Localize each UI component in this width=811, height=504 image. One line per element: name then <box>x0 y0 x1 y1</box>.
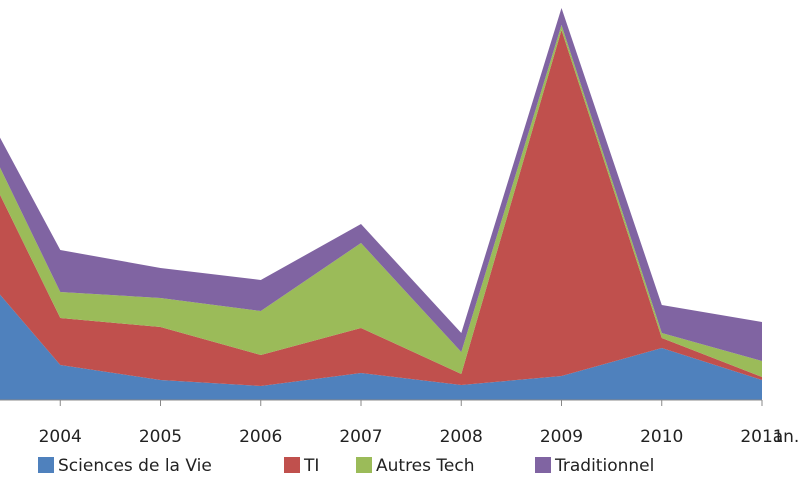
x-tick-label: 2006 <box>239 427 282 447</box>
legend-label: Sciences de la Vie <box>58 456 212 476</box>
legend-swatch <box>284 457 300 473</box>
x-tick-label: 2004 <box>39 427 82 447</box>
legend-swatch <box>38 457 54 473</box>
x-axis-label: an. <box>773 427 800 447</box>
x-tick-label: 2007 <box>339 427 382 447</box>
area <box>0 8 762 361</box>
legend-swatch <box>356 457 372 473</box>
area <box>0 294 762 400</box>
legend-label: TI <box>303 456 319 476</box>
legend-label: Autres Tech <box>376 456 474 476</box>
legend-swatch <box>535 457 551 473</box>
area <box>0 25 762 377</box>
x-tick-label: 2008 <box>440 427 483 447</box>
x-tick-label: 2011 <box>740 427 783 447</box>
legend-label: Traditionnel <box>554 456 654 476</box>
x-tick-label: 2005 <box>139 427 182 447</box>
x-tick-label: 2009 <box>540 427 583 447</box>
area <box>0 30 762 386</box>
x-tick-label: 2010 <box>640 427 683 447</box>
